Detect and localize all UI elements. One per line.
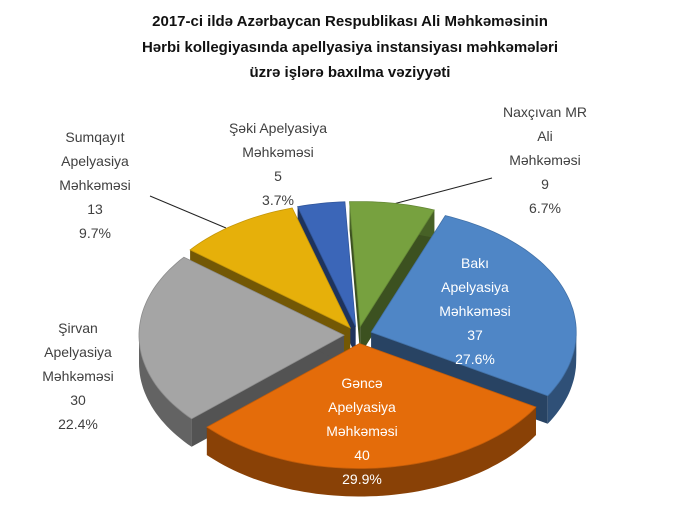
category-label: Şirvan xyxy=(58,320,98,336)
category-label: Apelyasiya xyxy=(61,153,129,169)
data-label: Gəncə Apelyasiya Məhkəməsi 40 29.9% xyxy=(326,375,398,487)
value-label: 9 xyxy=(541,176,549,192)
category-label: Məhkəməsi xyxy=(42,368,114,384)
percent-label: 3.7% xyxy=(262,192,294,208)
value-label: 30 xyxy=(70,392,86,408)
title-line: Hərbi kollegiyasında apellyasiya instans… xyxy=(142,39,558,56)
category-label: Naxçıvan MR xyxy=(503,104,587,120)
slice-side xyxy=(547,332,577,424)
data-label: Naxçıvan MR Ali Məhkəməsi 9 6.7% xyxy=(503,104,587,216)
leader-line xyxy=(149,195,227,229)
category-label: Məhkəməsi xyxy=(326,423,398,439)
slice xyxy=(206,343,537,497)
title-line: 2017-ci ildə Azərbaycan Respublikası Ali… xyxy=(152,13,548,30)
category-label: Məhkəməsi xyxy=(439,303,511,319)
slice-top xyxy=(189,207,352,329)
category-label: Sumqayıt xyxy=(65,129,124,145)
category-label: Apelyasiya xyxy=(441,279,509,295)
slice-top xyxy=(349,201,435,328)
percent-label: 22.4% xyxy=(58,416,98,432)
value-label: 37 xyxy=(467,327,483,343)
slice-side xyxy=(349,201,361,355)
slice-side xyxy=(360,210,435,355)
value-label: 13 xyxy=(87,201,103,217)
category-label: Bakı xyxy=(461,255,489,271)
value-label: 40 xyxy=(354,447,370,463)
leader-line xyxy=(381,177,493,208)
slice-top xyxy=(370,215,577,397)
category-label: Məhkəməsi xyxy=(242,144,314,160)
data-label: Bakı Apelyasiya Məhkəməsi 37 27.6% xyxy=(439,255,511,367)
percent-label: 29.9% xyxy=(342,471,382,487)
slice-top xyxy=(206,343,537,469)
slice-side xyxy=(139,335,192,447)
slice-side xyxy=(206,407,536,497)
percent-label: 6.7% xyxy=(529,200,561,216)
slice xyxy=(349,201,435,355)
slice-top xyxy=(138,256,345,420)
category-label: Məhkəməsi xyxy=(509,152,581,168)
data-label: Şəki Apelyasiya Məhkəməsi 5 3.7% xyxy=(229,120,327,208)
slice-top xyxy=(297,201,356,327)
category-label: Şəki Apelyasiya xyxy=(229,120,327,136)
category-label: Ali xyxy=(537,128,553,144)
category-label: Məhkəməsi xyxy=(59,177,131,193)
value-label: 5 xyxy=(274,168,282,184)
percent-label: 27.6% xyxy=(455,351,495,367)
chart-title: 2017-ci ildə Azərbaycan Respublikası Ali… xyxy=(142,13,558,81)
title-line: üzrə işlərə baxılma vəziyyəti xyxy=(250,64,451,81)
percent-label: 9.7% xyxy=(79,225,111,241)
data-label: Şirvan Apelyasiya Məhkəməsi 30 22.4% xyxy=(42,320,114,432)
data-label: Sumqayıt Apelyasiya Məhkəməsi 13 9.7% xyxy=(59,129,131,241)
category-label: Apelyasiya xyxy=(328,399,396,415)
category-label: Apelyasiya xyxy=(44,344,112,360)
leader-lines xyxy=(149,177,493,229)
category-label: Gəncə xyxy=(341,375,382,391)
